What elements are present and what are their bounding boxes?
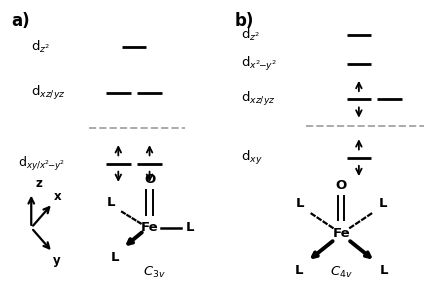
Text: $\mathrm{d}_{xy}$: $\mathrm{d}_{xy}$ <box>241 149 262 167</box>
Text: L: L <box>296 197 304 210</box>
Text: L: L <box>107 196 115 209</box>
Text: Fe: Fe <box>332 227 350 240</box>
Text: O: O <box>144 173 155 186</box>
Text: L: L <box>111 251 119 264</box>
Text: z: z <box>36 177 42 190</box>
Text: $\mathrm{d}_{xy/x^2\!\!-\!\!y^2}$: $\mathrm{d}_{xy/x^2\!\!-\!\!y^2}$ <box>18 154 65 173</box>
Text: L: L <box>380 264 388 277</box>
Text: $\mathrm{d}_{xz/yz}$: $\mathrm{d}_{xz/yz}$ <box>241 90 275 108</box>
Text: $\mathrm{d}_{z^2}$: $\mathrm{d}_{z^2}$ <box>241 27 260 43</box>
Text: x: x <box>54 190 61 203</box>
Text: Fe: Fe <box>141 221 158 234</box>
Text: L: L <box>185 221 194 234</box>
Text: $\mathrm{d}_{xz/yz}$: $\mathrm{d}_{xz/yz}$ <box>31 84 66 102</box>
Text: O: O <box>336 179 347 192</box>
Text: $\mathrm{d}_{x^2\!\!-\!\!y^2}$: $\mathrm{d}_{x^2\!\!-\!\!y^2}$ <box>241 55 276 73</box>
Text: $\mathrm{d}_{z^2}$: $\mathrm{d}_{z^2}$ <box>31 39 50 55</box>
Text: L: L <box>294 264 303 277</box>
Text: y: y <box>53 254 61 267</box>
Text: L: L <box>378 197 387 210</box>
Text: b): b) <box>234 12 254 30</box>
Text: $C_{4v}$: $C_{4v}$ <box>330 265 353 280</box>
Text: a): a) <box>11 12 30 30</box>
Text: $C_{3v}$: $C_{3v}$ <box>143 265 165 280</box>
